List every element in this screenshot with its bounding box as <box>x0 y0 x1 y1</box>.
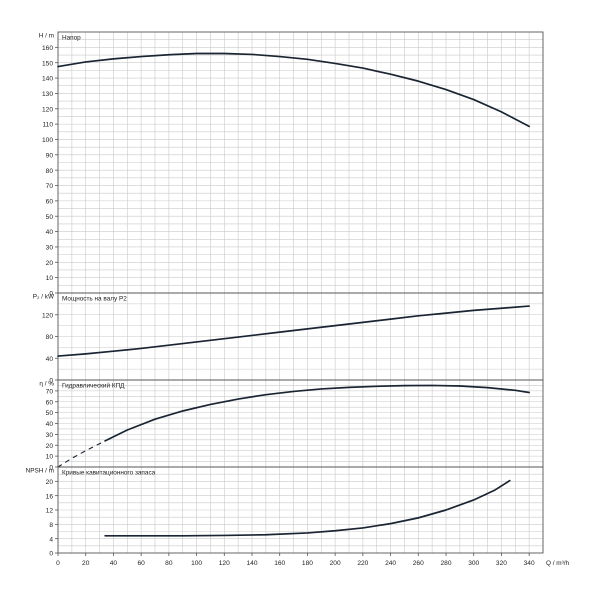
y-axis-label: P₂ / kW <box>33 294 55 301</box>
y-tick-label: 50 <box>46 410 54 417</box>
x-axis: 0 20 40 60 80 100 120 140 160 180 200 220 240 260 280 3… <box>56 553 570 567</box>
y-axis-label: NPSH / m <box>26 468 54 475</box>
y-tick-label: 60 <box>46 399 54 406</box>
x-tick-label: 220 <box>357 560 368 567</box>
y-tick-label: 10 <box>46 275 54 282</box>
x-axis-label: Q / m³/h <box>546 560 570 567</box>
panel-title: Напор <box>62 35 81 42</box>
y-tick-label: 50 <box>46 214 54 221</box>
series-line <box>104 479 511 537</box>
x-tick-label: 40 <box>110 560 118 567</box>
y-tick-label: 110 <box>42 122 53 129</box>
panel-power: 0 40 80 120 P₂ / kW Мощность на валу P2 <box>33 292 544 385</box>
x-tick-label: 140 <box>246 560 257 567</box>
y-tick-label: 0 <box>49 551 53 558</box>
x-tick-label: 20 <box>82 560 90 567</box>
series-line <box>57 305 530 357</box>
panel-efficiency: 0 10 20 30 40 50 60 70η / % Гидравлический КПД <box>39 379 544 472</box>
x-tick-label: 320 <box>496 560 507 567</box>
x-tick-label: 340 <box>524 560 535 567</box>
y-tick-label: 60 <box>46 198 54 205</box>
y-tick-label: 80 <box>46 168 54 175</box>
y-tick-label: 80 <box>46 334 54 341</box>
y-tick-label: 12 <box>46 508 54 515</box>
y-tick-label: 10 <box>46 454 54 461</box>
x-tick-label: 60 <box>137 560 145 567</box>
x-tick-label: 240 <box>385 560 396 567</box>
series-line <box>104 384 530 442</box>
y-tick-label: 160 <box>42 45 53 52</box>
panel-head: 0 10 20 30 40 50 60 70 80 90 100 110 120 130 140 150 160… <box>39 31 544 298</box>
y-tick-label: 30 <box>46 245 54 252</box>
x-tick-label: 280 <box>440 560 451 567</box>
x-tick-label: 160 <box>274 560 285 567</box>
x-tick-label: 120 <box>219 560 230 567</box>
series-line-dashed <box>57 440 106 468</box>
series-line <box>57 52 530 128</box>
y-tick-label: 140 <box>42 76 53 83</box>
y-tick-label: 130 <box>42 91 53 98</box>
x-tick-label: 300 <box>468 560 479 567</box>
y-tick-label: 150 <box>42 60 53 67</box>
y-tick-label: 120 <box>42 106 53 113</box>
panel-title: Мощность на валу P2 <box>62 296 127 303</box>
panel-title: Гидравлический КПД <box>62 382 125 390</box>
y-tick-label: 120 <box>42 312 53 319</box>
y-tick-label: 0 <box>49 465 53 472</box>
y-tick-label: 0 <box>49 291 53 298</box>
y-tick-label: 20 <box>46 479 54 486</box>
x-tick-label: 100 <box>191 560 202 567</box>
x-tick-label: 0 <box>56 560 60 567</box>
x-tick-label: 80 <box>165 560 173 567</box>
y-tick-label: 90 <box>46 152 54 159</box>
y-tick-label: 30 <box>46 432 54 439</box>
y-tick-label: 20 <box>46 260 54 267</box>
y-axis-label: H / m <box>39 33 54 40</box>
y-tick-label: 40 <box>46 421 54 428</box>
y-tick-label: 20 <box>46 443 54 450</box>
panel-title: Кривые кавитационного запаса <box>62 470 156 477</box>
y-tick-label: 40 <box>46 356 54 363</box>
y-tick-label: 16 <box>46 493 54 500</box>
y-tick-label: 100 <box>42 137 53 144</box>
y-tick-label: 70 <box>46 183 54 190</box>
y-tick-label: 8 <box>49 522 53 529</box>
y-tick-label: 40 <box>46 229 54 236</box>
y-tick-label: 70 <box>46 388 54 395</box>
panel-npsh: 0 4 8 12 16 20 NPSH / m Кривые кавитационного з… <box>26 466 544 558</box>
y-tick-label: 4 <box>49 536 53 543</box>
y-axis-label: η / % <box>39 381 54 388</box>
y-tick-label: 0 <box>49 378 53 385</box>
x-tick-label: 200 <box>330 560 341 567</box>
x-tick-label: 180 <box>302 560 313 567</box>
x-tick-label: 260 <box>413 560 424 567</box>
